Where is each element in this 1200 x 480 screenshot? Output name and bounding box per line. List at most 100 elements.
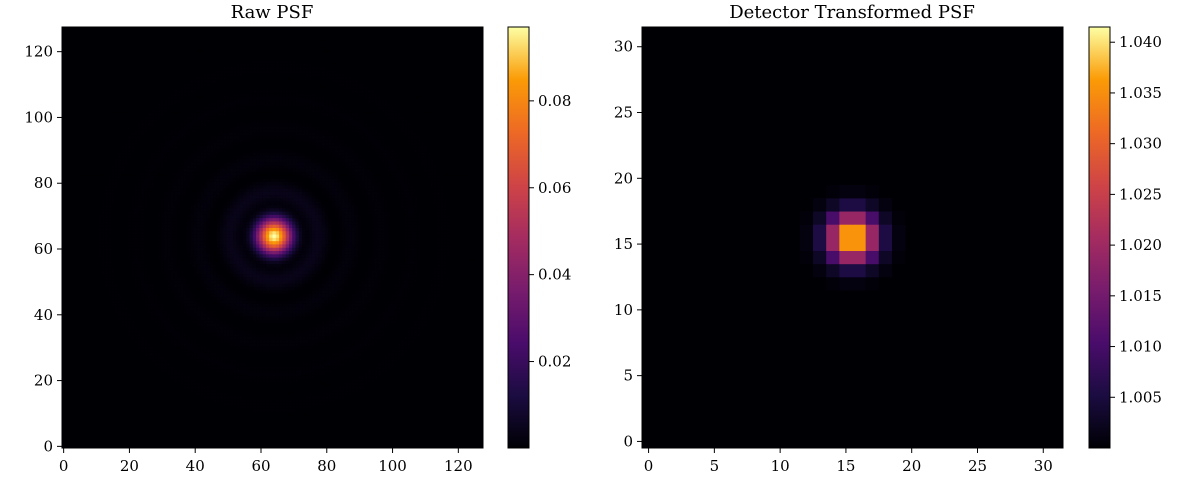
heatmap-cell bbox=[210, 385, 214, 390]
heatmap-cell bbox=[410, 349, 415, 353]
heatmap-cell bbox=[203, 369, 208, 373]
heatmap-cell bbox=[131, 270, 135, 275]
heatmap-cell bbox=[453, 273, 458, 278]
heatmap-cell bbox=[315, 382, 319, 386]
heatmap-cell bbox=[170, 378, 175, 383]
heatmap-cell bbox=[394, 293, 398, 298]
heatmap-cell bbox=[344, 336, 349, 340]
heatmap-cell bbox=[384, 362, 388, 367]
heatmap-cell bbox=[219, 276, 224, 281]
heatmap-cell bbox=[371, 385, 375, 390]
heatmap-cell bbox=[341, 336, 346, 340]
heatmap-cell bbox=[466, 293, 471, 298]
heatmap-cell bbox=[108, 286, 112, 291]
heatmap-cell bbox=[88, 306, 92, 311]
heatmap-cell bbox=[177, 349, 181, 353]
heatmap-cell bbox=[190, 378, 194, 383]
heatmap-cell bbox=[315, 415, 319, 419]
heatmap-cell bbox=[302, 342, 306, 347]
heatmap-cell bbox=[430, 306, 435, 311]
heatmap-cell bbox=[433, 352, 438, 357]
heatmap-cell bbox=[344, 267, 349, 271]
heatmap-cell bbox=[430, 299, 435, 304]
heatmap-cell bbox=[233, 313, 237, 317]
heatmap-cell bbox=[331, 421, 336, 426]
heatmap-cell bbox=[144, 309, 148, 314]
heatmap-cell bbox=[288, 395, 293, 400]
heatmap-cell bbox=[246, 270, 250, 275]
heatmap-cell bbox=[311, 349, 316, 353]
heatmap-cell bbox=[397, 299, 402, 304]
heatmap-cell bbox=[354, 283, 359, 288]
heatmap-cell bbox=[213, 388, 217, 393]
heatmap-cell bbox=[275, 319, 280, 324]
heatmap-cell bbox=[423, 299, 428, 304]
heatmap-cell bbox=[183, 336, 188, 340]
heatmap-cell bbox=[381, 280, 385, 284]
heatmap-cell bbox=[160, 339, 165, 344]
heatmap-cell bbox=[358, 392, 362, 396]
heatmap-cell bbox=[236, 415, 240, 419]
heatmap-cell bbox=[229, 342, 234, 347]
heatmap-cell bbox=[272, 438, 277, 442]
heatmap-cell bbox=[127, 336, 132, 340]
heatmap-cell bbox=[88, 263, 92, 268]
heatmap-cell bbox=[410, 293, 415, 298]
heatmap-cell bbox=[358, 306, 362, 311]
heatmap-cell bbox=[321, 293, 326, 298]
heatmap-cell bbox=[288, 382, 293, 386]
heatmap-cell bbox=[381, 313, 385, 317]
heatmap-cell bbox=[160, 355, 165, 360]
heatmap-cell bbox=[239, 375, 244, 380]
heatmap-cell bbox=[420, 263, 425, 268]
heatmap-cell bbox=[272, 323, 277, 327]
heatmap-cell bbox=[252, 355, 257, 360]
heatmap-cell bbox=[121, 355, 125, 360]
heatmap-cell bbox=[400, 270, 405, 275]
heatmap-cell bbox=[170, 405, 175, 409]
heatmap-cell bbox=[285, 267, 290, 271]
heatmap-cell bbox=[334, 424, 339, 429]
heatmap-cell bbox=[321, 276, 326, 281]
heatmap-cell bbox=[453, 286, 458, 291]
heatmap-cell bbox=[298, 395, 303, 400]
heatmap-cell bbox=[246, 392, 250, 396]
heatmap-cell bbox=[305, 329, 310, 334]
heatmap-cell bbox=[318, 349, 323, 353]
heatmap-cell bbox=[288, 280, 293, 284]
heatmap-cell bbox=[308, 339, 313, 344]
heatmap-cell bbox=[108, 319, 112, 324]
heatmap-cell bbox=[170, 369, 175, 373]
heatmap-cell bbox=[239, 313, 244, 317]
heatmap-cell bbox=[131, 296, 135, 301]
heatmap-cell bbox=[433, 323, 438, 327]
heatmap-cell bbox=[150, 382, 155, 386]
heatmap-cell bbox=[430, 339, 435, 344]
heatmap-cell bbox=[285, 398, 290, 403]
heatmap-cell bbox=[269, 319, 273, 324]
heatmap-cell bbox=[94, 270, 99, 275]
heatmap-cell bbox=[331, 388, 336, 393]
heatmap-cell bbox=[404, 313, 408, 317]
heatmap-cell bbox=[279, 421, 283, 426]
heatmap-cell bbox=[111, 352, 115, 357]
heatmap-cell bbox=[279, 375, 283, 380]
heatmap-cell bbox=[190, 342, 194, 347]
heatmap-cell bbox=[275, 401, 280, 406]
heatmap-cell bbox=[321, 428, 326, 432]
heatmap-cell bbox=[315, 339, 319, 344]
heatmap-cell bbox=[397, 395, 402, 400]
heatmap-cell bbox=[101, 267, 106, 271]
heatmap-cell bbox=[127, 273, 132, 278]
heatmap-cell bbox=[285, 303, 290, 307]
heatmap-cell bbox=[292, 342, 296, 347]
heatmap-cell bbox=[381, 263, 385, 268]
heatmap-cell bbox=[443, 290, 448, 294]
heatmap-cell bbox=[325, 290, 329, 294]
heatmap-cell bbox=[167, 365, 171, 370]
heatmap-cell bbox=[302, 293, 306, 298]
heatmap-cell bbox=[344, 332, 349, 337]
heatmap-cell bbox=[144, 286, 148, 291]
heatmap-cell bbox=[256, 372, 260, 376]
heatmap-cell bbox=[219, 316, 224, 321]
